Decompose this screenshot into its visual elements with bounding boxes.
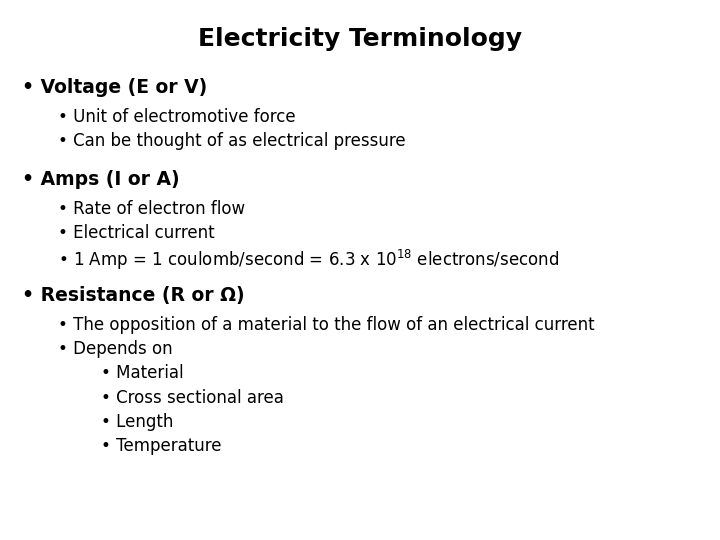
Text: • The opposition of a material to the flow of an electrical current: • The opposition of a material to the fl… [58, 316, 594, 334]
Text: • Electrical current: • Electrical current [58, 224, 215, 242]
Text: • Depends on: • Depends on [58, 340, 172, 358]
Text: Electricity Terminology: Electricity Terminology [198, 27, 522, 51]
Text: • Amps (I or A): • Amps (I or A) [22, 170, 179, 189]
Text: • Material: • Material [101, 364, 184, 382]
Text: • Voltage (E or V): • Voltage (E or V) [22, 78, 207, 97]
Text: • Length: • Length [101, 413, 174, 431]
Text: • Cross sectional area: • Cross sectional area [101, 389, 284, 407]
Text: • 1 Amp = 1 coulomb/second = 6.3 x 10$^{\mathregular{18}}$ electrons/second: • 1 Amp = 1 coulomb/second = 6.3 x 10$^{… [58, 248, 559, 273]
Text: • Temperature: • Temperature [101, 437, 221, 455]
Text: • Rate of electron flow: • Rate of electron flow [58, 200, 245, 218]
Text: • Resistance (R or Ω): • Resistance (R or Ω) [22, 286, 244, 305]
Text: • Unit of electromotive force: • Unit of electromotive force [58, 108, 295, 126]
Text: • Can be thought of as electrical pressure: • Can be thought of as electrical pressu… [58, 132, 405, 150]
